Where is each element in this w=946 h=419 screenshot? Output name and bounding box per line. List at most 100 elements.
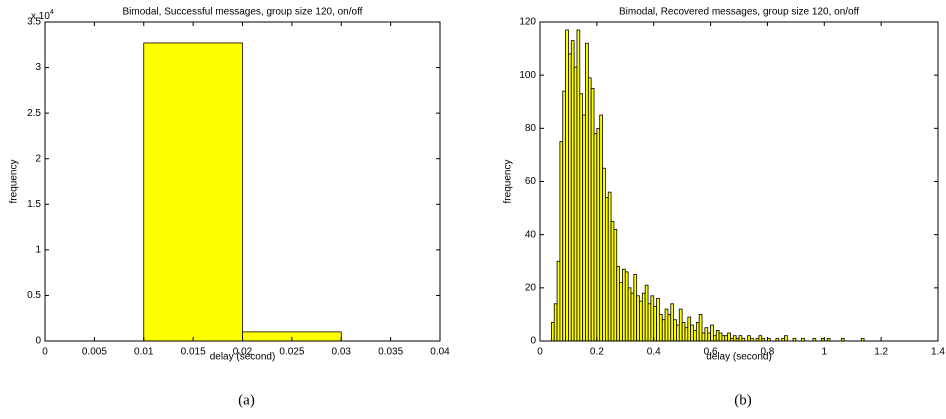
histogram-bar [602, 167, 606, 342]
histogram-bar [715, 329, 720, 342]
histogram-bar [599, 114, 603, 342]
chart-title: Bimodal, Successful messages, group size… [123, 7, 363, 18]
histogram-bar [670, 303, 675, 342]
histogram-bar [687, 316, 692, 342]
histogram-bar [619, 282, 623, 342]
x-tick-label: 0.03 [332, 347, 352, 358]
y-multiplier: x 104 [31, 9, 54, 22]
x-tick-label: 0.005 [82, 347, 107, 358]
x-tick-label: 1.4 [931, 347, 945, 358]
x-tick-label: 0.8 [760, 347, 774, 358]
histogram-bar [704, 327, 709, 342]
x-tick-label: 0 [42, 347, 48, 358]
y-axis-label: frequency [503, 160, 514, 204]
histogram-bar [690, 324, 694, 342]
histogram-bar [747, 335, 751, 342]
histogram-bar [559, 141, 564, 342]
histogram-bar [610, 220, 615, 342]
histogram-bar [596, 127, 601, 342]
caption: (b) [734, 392, 752, 408]
histogram-bar [738, 335, 743, 342]
x-tick-label: 1.2 [874, 347, 888, 358]
histogram-bar [143, 42, 243, 342]
y-tick-label: 3 [35, 62, 41, 73]
histogram-bar [590, 88, 595, 342]
histogram-bar [613, 228, 618, 342]
x-tick-label: 0.015 [181, 347, 206, 358]
histogram-bar [562, 90, 566, 342]
histogram-bar [587, 77, 592, 342]
y-multiplier-exponent: 4 [50, 9, 54, 16]
y-tick-label: 3.5 [27, 17, 41, 28]
histogram-bar [673, 319, 677, 342]
histogram-bar [758, 335, 763, 342]
histogram-bar [693, 329, 697, 342]
histogram-bar [681, 321, 686, 342]
y-tick-label: 1.5 [27, 199, 41, 210]
histogram-bar [713, 335, 717, 342]
histogram-bar [653, 306, 657, 342]
y-multiplier-base: x 10 [31, 11, 50, 22]
caption: (a) [238, 392, 255, 408]
y-tick-label: 80 [525, 123, 537, 134]
histogram-bar [678, 308, 683, 342]
histogram-bar [573, 66, 578, 342]
histogram-bar [724, 335, 729, 342]
y-tick-label: 60 [525, 176, 537, 187]
histogram-bar [556, 260, 561, 342]
y-tick-label: 40 [525, 229, 537, 240]
histogram-bar [661, 319, 666, 342]
histogram-bar [684, 327, 689, 342]
histogram-bar [633, 274, 638, 342]
y-tick-label: 120 [519, 17, 536, 28]
y-tick-label: 20 [525, 282, 537, 293]
histogram-bar [553, 303, 558, 342]
histogram-bar [647, 303, 652, 342]
histogram-bar [718, 332, 723, 342]
x-tick-label: 1 [822, 347, 828, 358]
histogram-bar [585, 42, 589, 342]
histogram-bar [622, 268, 626, 342]
x-tick-label: 0.4 [647, 347, 661, 358]
y-tick-label: 0.5 [27, 290, 41, 301]
histogram-bar [644, 284, 649, 342]
histogram-bar [701, 332, 706, 342]
histogram-bar [627, 287, 632, 342]
x-tick-label: 0.2 [590, 347, 604, 358]
histogram-bar [607, 191, 612, 342]
histogram-bar [639, 300, 643, 342]
histogram-bar [698, 314, 703, 342]
histogram-bar [579, 93, 584, 342]
histogram-bar [641, 292, 646, 342]
y-tick-label: 2.5 [27, 108, 41, 119]
histogram-bar [630, 292, 635, 342]
histogram-bar [576, 29, 581, 342]
x-tick-label: 0.035 [378, 347, 403, 358]
histogram-bar [732, 335, 737, 342]
histogram-bar [604, 197, 609, 342]
y-tick-label: 100 [519, 70, 536, 81]
histogram-bar [664, 308, 669, 342]
histogram-bar [667, 314, 672, 342]
histogram-bar [659, 314, 663, 342]
y-tick-label: 2 [35, 153, 41, 164]
histogram-bar [624, 271, 629, 342]
histogram-bar [695, 321, 700, 342]
histogram-bar [565, 29, 569, 342]
histogram-bar [570, 40, 575, 342]
histogram-bar [650, 295, 655, 342]
histogram-bar [550, 321, 555, 342]
histogram-bar [636, 295, 640, 342]
histogram-bar [676, 324, 680, 342]
y-tick-label: 0 [35, 336, 41, 347]
y-tick-label: 0 [530, 336, 536, 347]
x-tick-label: 0.025 [279, 347, 304, 358]
x-axis-label: delay (second) [706, 352, 772, 363]
x-tick-label: 0 [537, 347, 543, 358]
histogram-bar [582, 114, 586, 342]
histogram-bar [784, 335, 788, 342]
histogram-bar [616, 266, 620, 342]
x-tick-label: 0.02 [233, 347, 253, 358]
histogram-bar [727, 332, 731, 342]
